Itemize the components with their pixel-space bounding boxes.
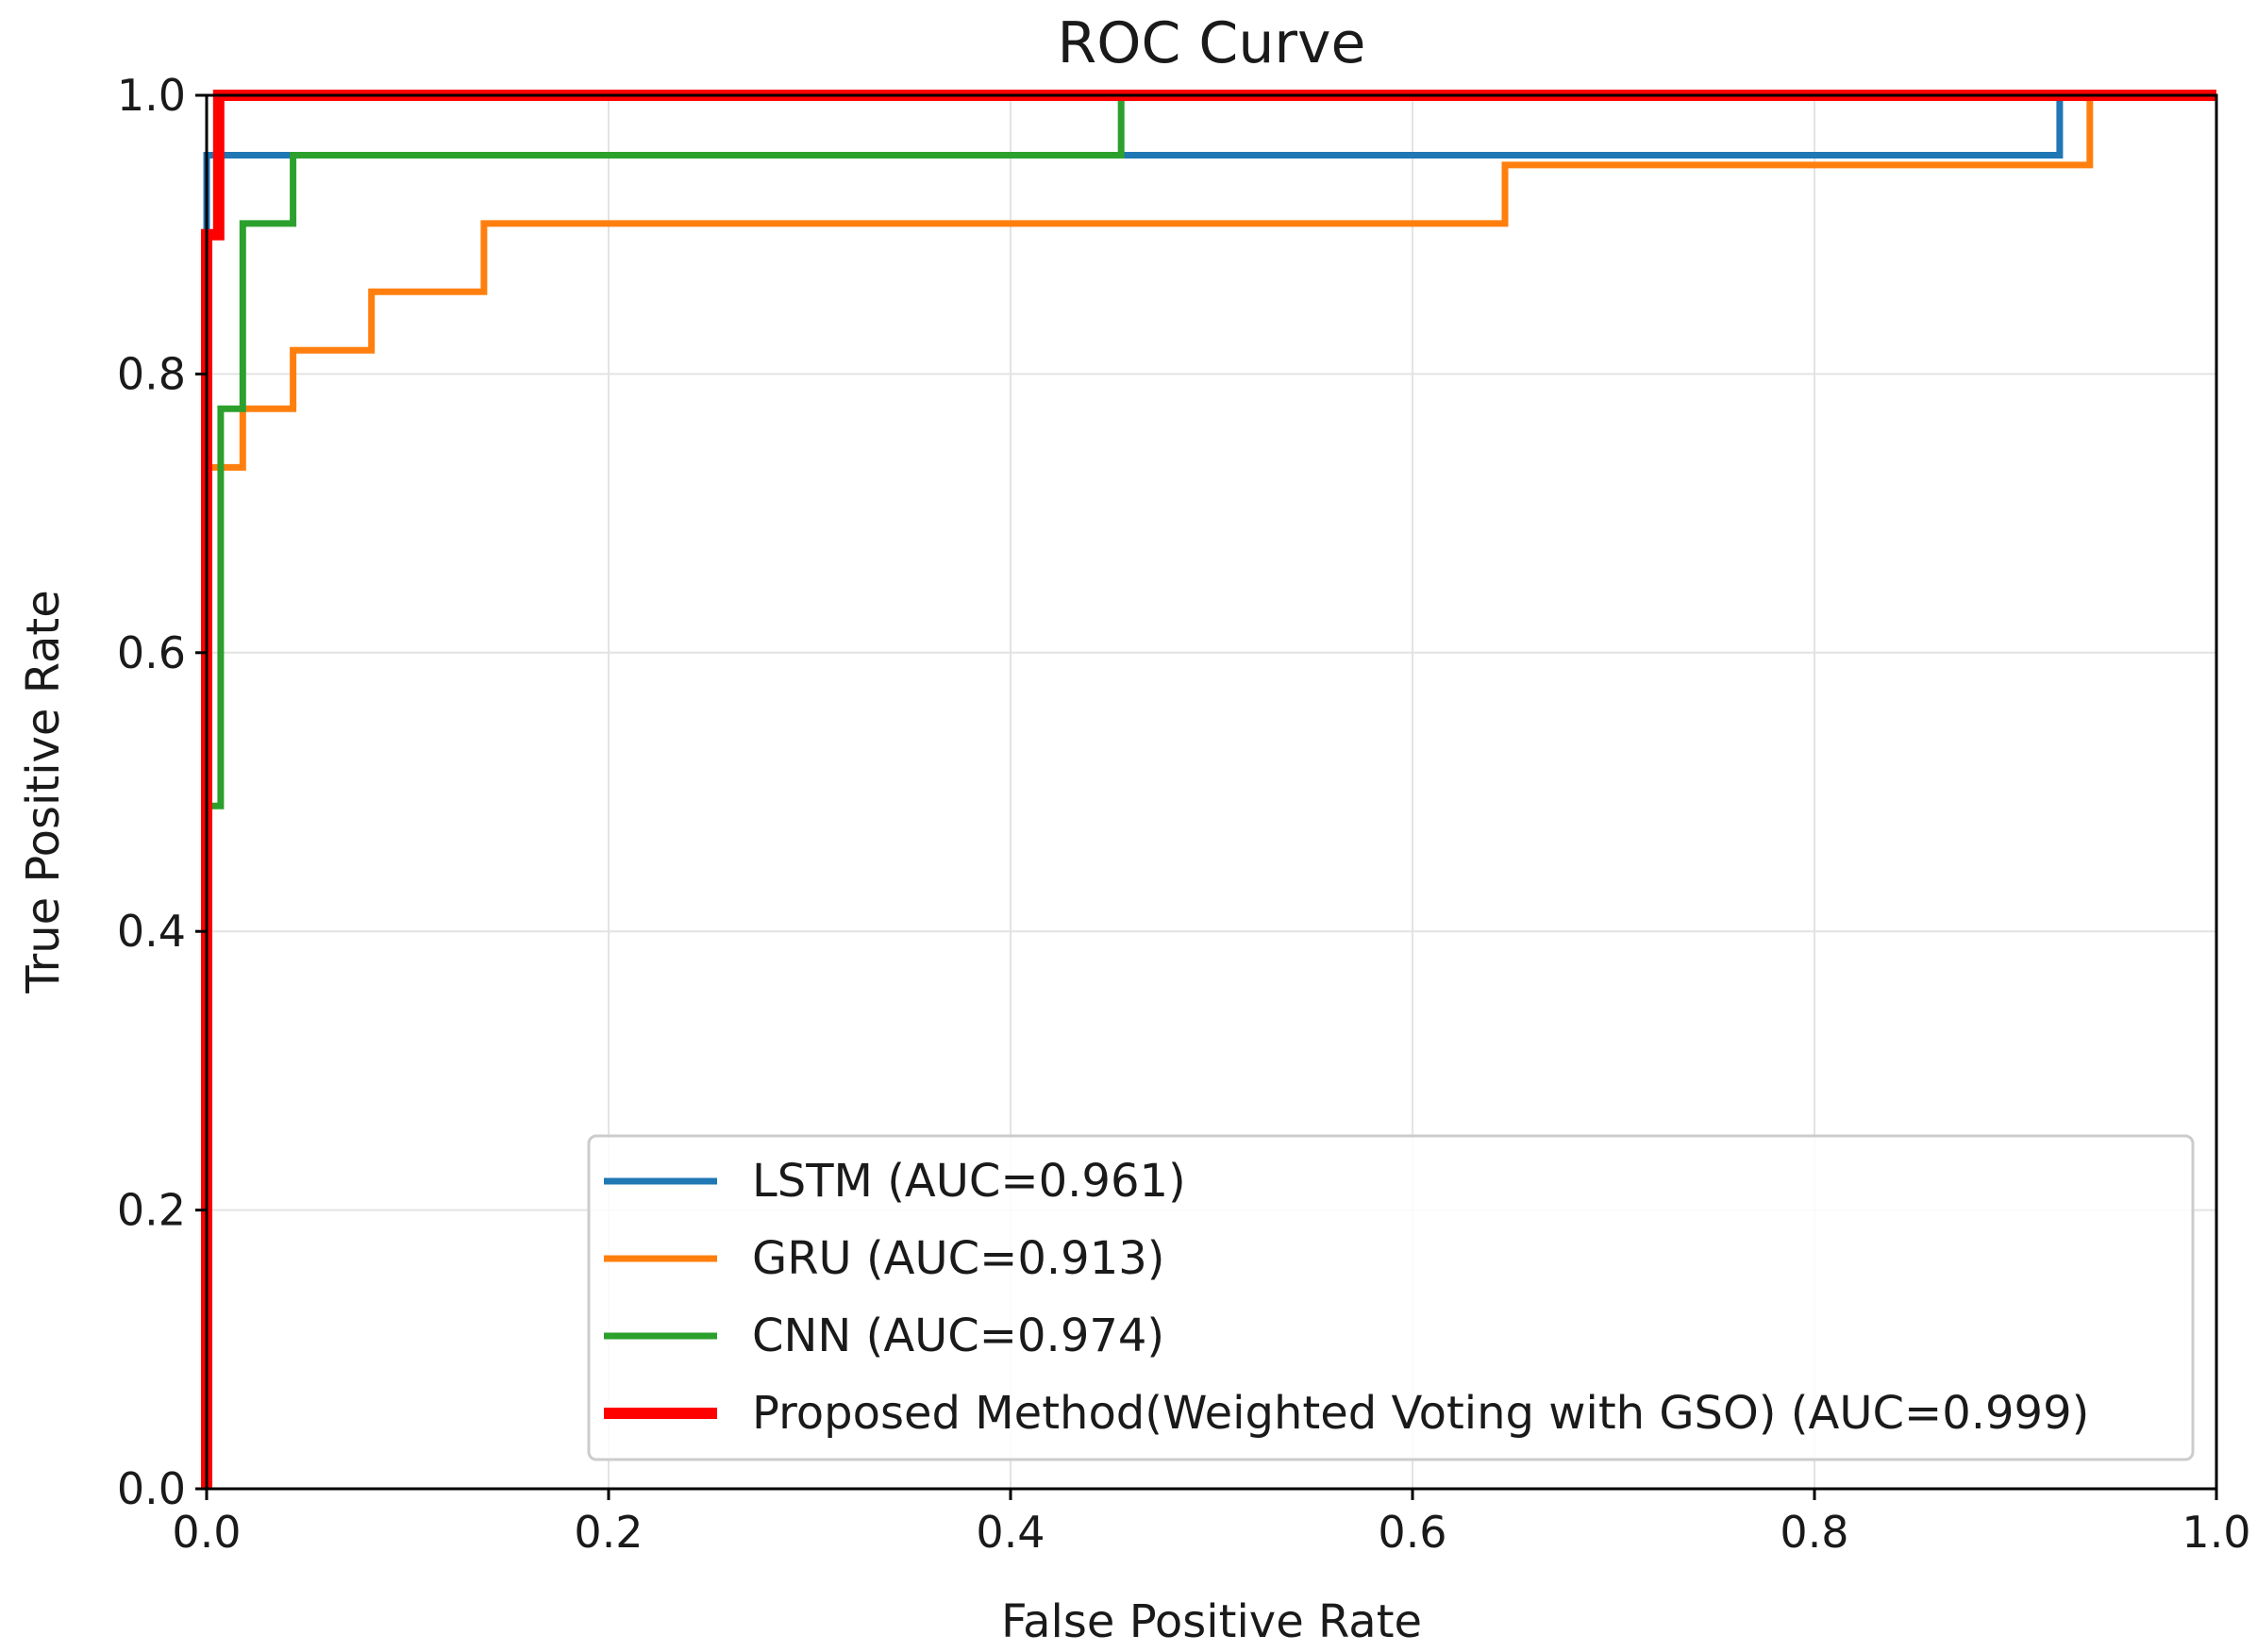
chart-title: ROC Curve: [1058, 10, 1366, 76]
legend-box: [587, 1134, 2195, 1461]
y-tick-label: 0.0: [117, 1463, 186, 1514]
y-tick-label: 0.4: [117, 906, 186, 957]
y-tick-label: 0.6: [117, 627, 186, 678]
legend-label-4: Proposed Method(Weighted Voting with GSO…: [752, 1387, 2089, 1440]
y-tick-label: 0.2: [117, 1185, 186, 1236]
x-tick-label: 0.6: [1378, 1507, 1446, 1558]
plot-frame: [205, 93, 2218, 1491]
x-axis-title: False Positive Rate: [1001, 1595, 1422, 1648]
axis-ticks: 0.0 0.2 0.4 0.6 0.8 1.0 0.0 0.2 0.4 0.6 0.8 1.0: [117, 70, 2251, 1558]
series-line-2: [203, 92, 2216, 1489]
legend-label-3: CNN (AUC=0.974): [752, 1310, 1164, 1362]
x-tick-label: 0.0: [172, 1507, 241, 1558]
y-tick-label: 0.8: [117, 348, 186, 399]
x-tick-label: 1.0: [2182, 1507, 2250, 1558]
legend: LSTM (AUC=0.961) GRU (AUC=0.913) CNN (AUC=…: [587, 1134, 2195, 1461]
series-line-3: [203, 92, 2216, 1489]
y-tick-label: 1.0: [117, 70, 186, 121]
y-axis-title: True Positive Rate: [17, 590, 70, 994]
x-tick-label: 0.8: [1780, 1507, 1848, 1558]
x-tick-label: 0.2: [574, 1507, 643, 1558]
legend-label-1: LSTM (AUC=0.961): [752, 1155, 1186, 1208]
x-tick-label: 0.4: [976, 1507, 1045, 1558]
legend-label-2: GRU (AUC=0.913): [752, 1232, 1165, 1285]
